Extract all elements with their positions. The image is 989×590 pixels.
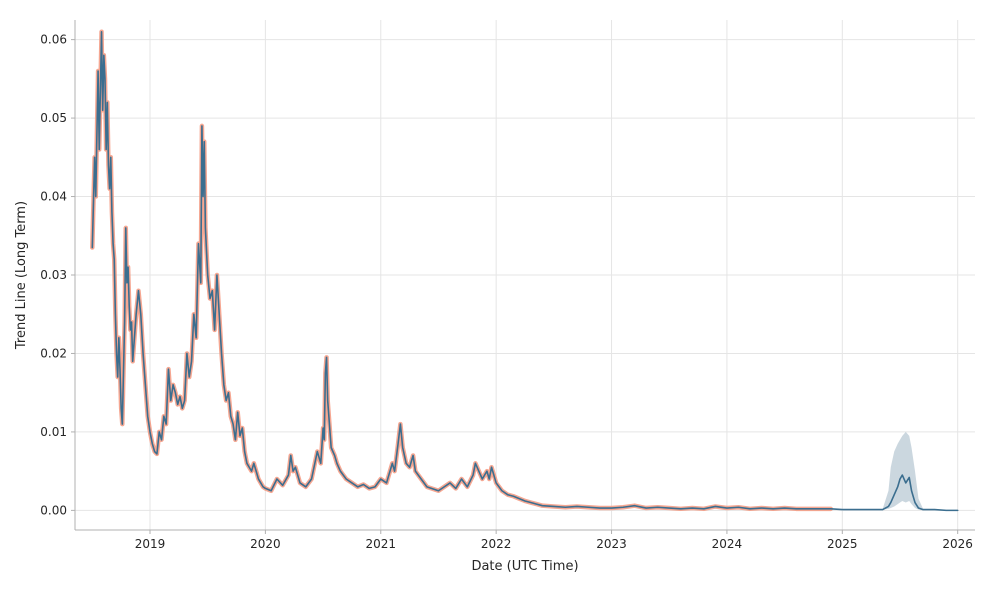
- y-tick-label: 0.02: [40, 346, 67, 360]
- x-axis-label: Date (UTC Time): [471, 559, 578, 574]
- chart-svg: 2019 2020 2021 2022 2023 2024 2025 2026 0.00 0.01…: [0, 0, 989, 590]
- x-tick-label: 2020: [250, 537, 281, 551]
- y-tick-label: 0.05: [40, 111, 67, 125]
- x-tick-label: 2026: [942, 537, 973, 551]
- trend-chart: 2019 2020 2021 2022 2023 2024 2025 2026 0.00 0.01…: [0, 0, 989, 590]
- x-tick-label: 2024: [712, 537, 743, 551]
- y-tick-label: 0.01: [40, 425, 67, 439]
- y-tick-label: 0.03: [40, 268, 67, 282]
- y-axis-label: Trend Line (Long Term): [14, 201, 29, 350]
- x-tick-label: 2019: [135, 537, 166, 551]
- x-tick-label: 2022: [481, 537, 512, 551]
- x-tick-label: 2023: [596, 537, 627, 551]
- y-tick-label: 0.06: [40, 33, 67, 47]
- y-tick-label: 0.00: [40, 503, 67, 517]
- x-tick-label: 2021: [365, 537, 396, 551]
- x-tick-label: 2025: [827, 537, 858, 551]
- y-tick-label: 0.04: [40, 190, 67, 204]
